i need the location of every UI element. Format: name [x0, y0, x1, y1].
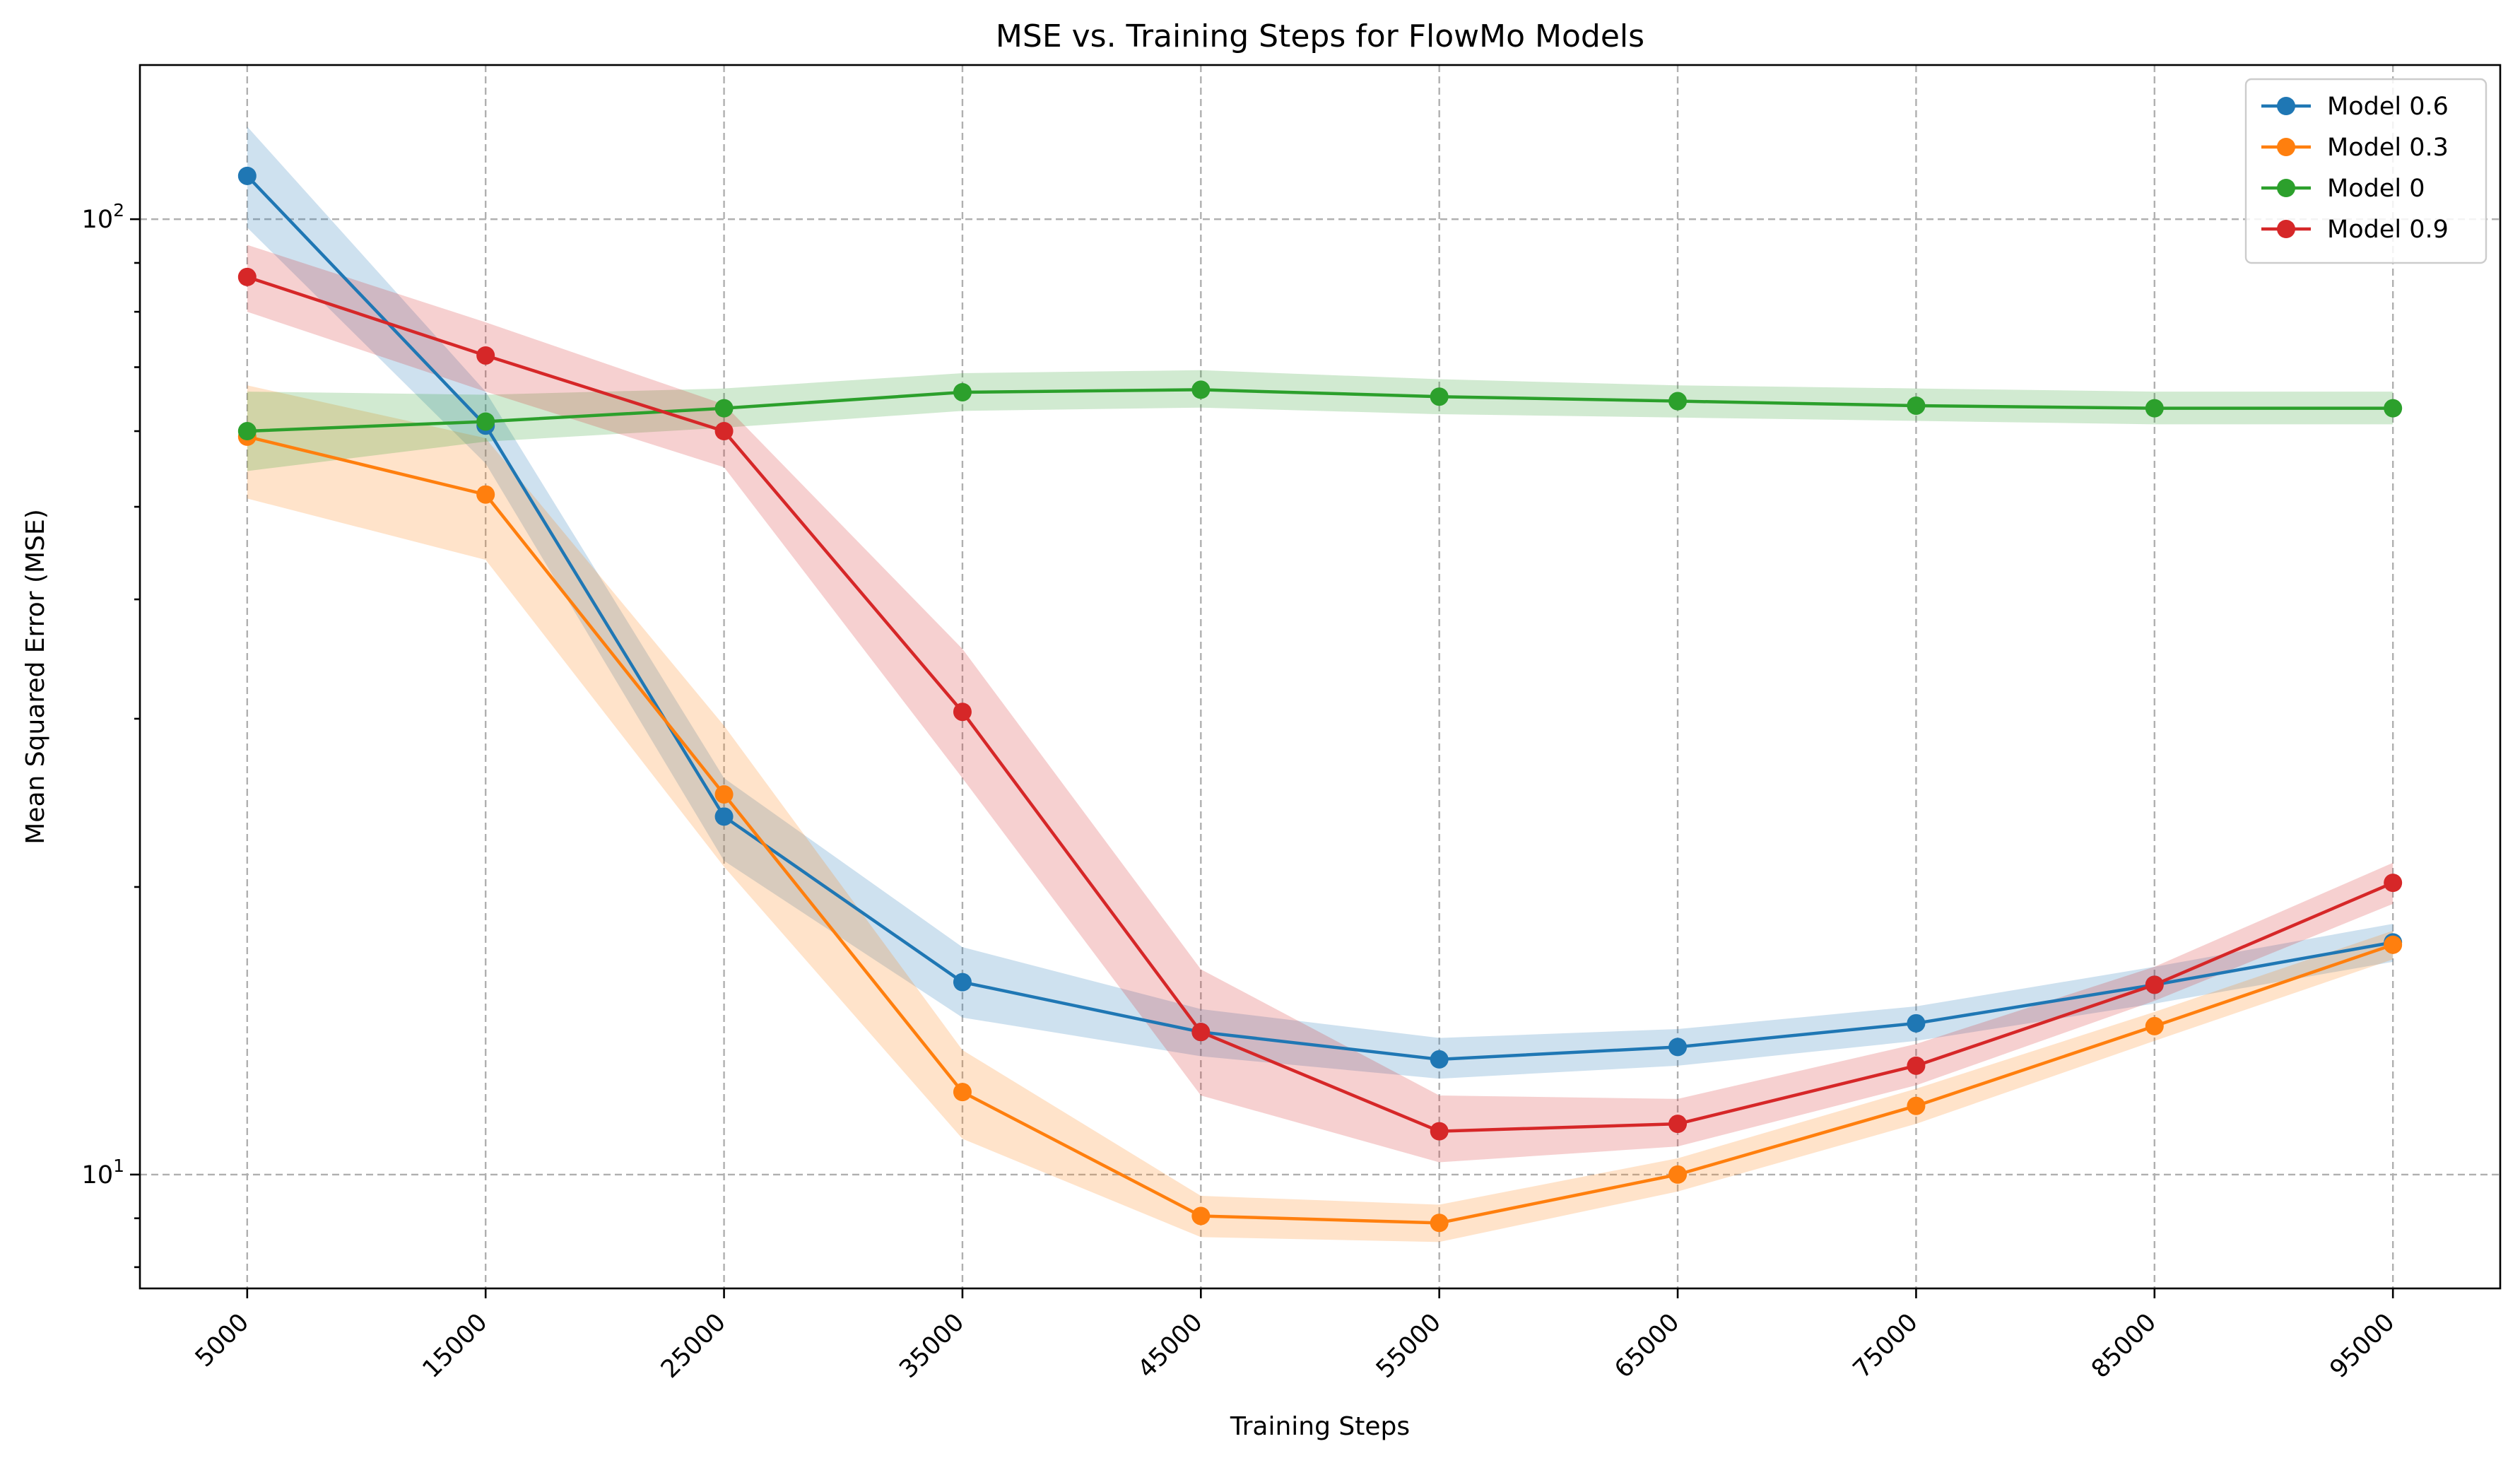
point-model-0 — [237, 422, 257, 441]
point-model-0 — [1191, 380, 1211, 399]
legend-marker-model-0-9 — [2277, 220, 2295, 238]
point-model-0 — [714, 399, 734, 418]
point-model-0-3 — [2145, 1016, 2164, 1035]
point-model-0 — [1907, 396, 1926, 415]
point-model-0-3 — [1907, 1096, 1926, 1115]
point-model-0-3 — [714, 785, 734, 804]
point-model-0 — [1668, 392, 1688, 411]
point-model-0-6 — [237, 166, 257, 185]
grid — [140, 65, 2500, 1288]
series-markers — [237, 166, 2403, 1233]
legend-marker-model-0-3 — [2277, 138, 2295, 156]
point-model-0-9 — [476, 346, 495, 365]
point-model-0 — [2384, 399, 2403, 418]
series-lines — [246, 175, 2394, 1225]
point-model-0-9 — [1430, 1122, 1449, 1141]
point-model-0-9 — [2145, 975, 2164, 994]
point-model-0-3 — [1430, 1214, 1449, 1233]
legend-label-model-0-3: Model 0.3 — [2327, 134, 2449, 162]
point-model-0-9 — [953, 703, 972, 722]
chart-title: MSE vs. Training Steps for FlowMo Models — [996, 18, 1644, 54]
legend-label-model-0-9: Model 0.9 — [2327, 216, 2449, 244]
y-tick-label: 102 — [82, 200, 124, 234]
band-model-0-9 — [247, 245, 2394, 1163]
y-axis-label: Mean Squared Error (MSE) — [21, 509, 50, 845]
point-model-0 — [2145, 399, 2164, 418]
legend: Model 0.6 Model 0.3 Model 0 Model 0.9 — [2244, 78, 2487, 264]
line-model-0-3 — [247, 435, 2394, 1225]
band-model-0-6 — [247, 127, 2394, 1079]
point-model-0-3 — [953, 1083, 972, 1102]
y-tick-label: 101 — [82, 1156, 124, 1189]
legend-label-model-0-6: Model 0.6 — [2327, 93, 2449, 121]
y-tick-exponent: 1 — [113, 1156, 124, 1176]
point-model-0-6 — [1668, 1038, 1688, 1057]
point-model-0 — [1430, 387, 1449, 406]
point-model-0-3 — [1191, 1206, 1211, 1226]
point-model-0-3 — [2384, 935, 2403, 954]
point-model-0-9 — [1191, 1023, 1211, 1042]
band-model-0 — [247, 370, 2394, 471]
line-model-0 — [247, 388, 2394, 433]
line-model-0-9 — [247, 275, 2394, 1133]
point-model-0-9 — [1668, 1115, 1688, 1134]
line-model-0-6 — [246, 175, 2394, 1062]
legend-marker-model-0-6 — [2277, 97, 2295, 115]
point-model-0-9 — [714, 422, 734, 441]
plot-frame — [139, 64, 2502, 1290]
point-model-0-6 — [1907, 1013, 1926, 1033]
point-model-0 — [476, 412, 495, 431]
point-model-0-6 — [714, 807, 734, 826]
point-model-0-3 — [1668, 1165, 1688, 1184]
point-model-0-3 — [476, 485, 495, 504]
legend-label-model-0: Model 0 — [2327, 175, 2425, 203]
point-model-0-9 — [2384, 874, 2403, 893]
point-model-0-9 — [1907, 1056, 1926, 1075]
confidence-bands — [247, 127, 2394, 1242]
y-tick-exponent: 2 — [113, 200, 124, 221]
y-tick-base: 10 — [82, 206, 114, 234]
point-model-0 — [953, 382, 972, 401]
y-tick-base: 10 — [82, 1161, 114, 1189]
band-model-0-3 — [247, 385, 2394, 1242]
x-axis-label: Training Steps — [1230, 1412, 1410, 1441]
point-model-0-6 — [1430, 1050, 1449, 1069]
point-model-0-9 — [237, 267, 257, 286]
point-model-0-6 — [953, 973, 972, 992]
legend-marker-model-0 — [2277, 179, 2295, 197]
legend-box — [2244, 78, 2487, 264]
